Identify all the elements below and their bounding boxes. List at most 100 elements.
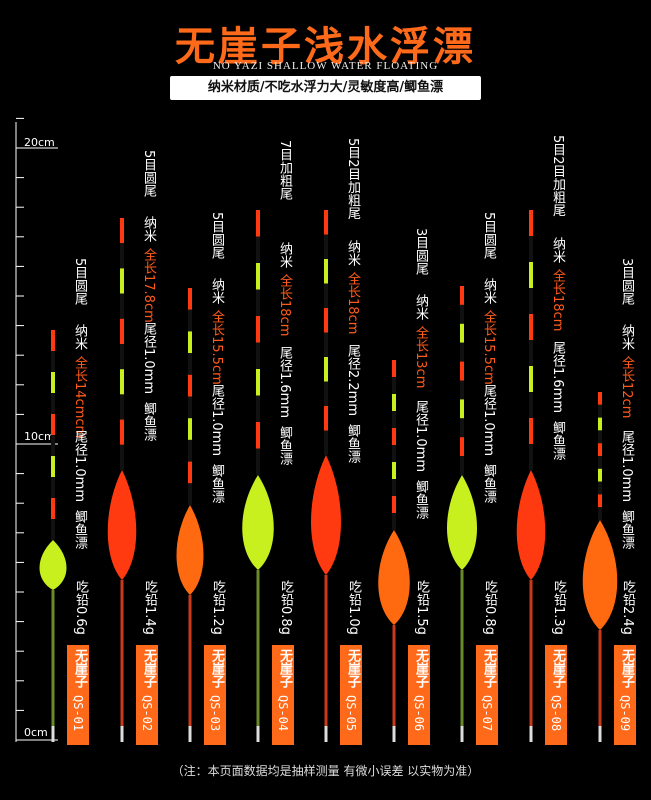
antenna-segment [324,234,328,259]
antenna-segment [460,361,464,381]
antenna-segment [598,468,602,482]
antenna-segment [188,418,192,440]
model-badge: 无崖子 QS-09 [614,645,636,745]
float-tip [188,726,192,742]
antenna-segment [188,396,192,419]
antenna-segment [188,483,192,505]
model-badge: 无崖子 QS-06 [408,645,430,745]
float-tip [392,726,396,742]
float-length: 全长18cm [345,272,360,335]
antenna-segment [120,369,124,395]
antenna-segment [256,316,260,343]
badge-model: QS-08 [549,695,563,732]
float-length: 全长17.8cm [141,248,156,323]
float-eyes: 7目加粗尾 [277,140,292,201]
float-lead: 吃铅1.5g [414,580,429,635]
float-material: 纳米 [209,278,224,304]
float-body [107,470,137,580]
model-badge: 无崖子 QS-04 [272,645,294,745]
float-2 [107,218,137,742]
antenna-segment [51,477,55,498]
footnote: （注：本页面数据均是抽样测量 有微小误差 以实物为准） [171,764,480,778]
antenna-segment [460,304,464,324]
float-tail: 尾径1.0mm [72,430,87,503]
float-tail: 尾径1.0mm [413,400,428,473]
badge-model: QS-03 [208,695,222,732]
float-material: 纳米 [413,294,428,320]
badge-model: QS-09 [618,695,632,732]
antenna-segment [460,323,464,343]
float-eyes: 5目圆尾 [141,150,156,198]
float-lead: 吃铅1.4g [142,580,157,635]
antenna-segment [529,392,533,418]
float-lead: 吃铅0.6g [73,580,88,635]
float-eyes: 3目圆尾 [619,258,634,306]
ruler: 20cm 10cm 0cm [0,0,60,800]
float-body [176,505,204,595]
antenna-segment [598,507,602,520]
float-5 [311,210,341,742]
page-title: 无崖子浅水浮漂 [175,24,476,70]
antenna-segment [392,479,396,496]
antenna-segment [51,435,55,456]
antenna-segment [120,318,124,344]
float-kind: 鲫鱼漂 [550,421,565,460]
antenna-segment [598,430,602,444]
badge-brand: 无崖子 [550,649,565,688]
antenna-segment [598,481,602,495]
badge-model: QS-07 [480,695,494,732]
float-body [378,530,410,625]
float-material: 纳米 [277,242,292,268]
antenna-segment [256,263,260,290]
antenna-segment [51,519,55,540]
antenna-segment [529,210,533,236]
antenna-segment [529,444,533,470]
antenna-segment [598,392,602,405]
badge-brand: 无崖子 [209,649,224,688]
float-lead: 吃铅1.2g [210,580,225,635]
antenna-segment [324,210,328,235]
model-badge: 无崖子 QS-03 [204,645,226,745]
antenna-segment [188,439,192,462]
float-body [242,475,274,570]
antenna-segment [51,351,55,372]
float-kind: 鲫鱼漂 [345,424,360,463]
antenna-segment [460,418,464,438]
badge-model: QS-05 [344,695,358,732]
antenna-segment [392,411,396,428]
float-tail: 尾径1.6mm [277,346,292,419]
float-stem [598,630,602,742]
float-column-1: 5目圆尾 纳米 全长14cmcm 尾径1.0mm 鲫鱼漂 吃铅0.6g 无崖子 QS-01 [67,0,137,800]
antenna-segment [392,394,396,411]
antenna-segment [256,236,260,263]
float-lead: 吃铅1.0g [346,580,361,635]
float-length: 全长18cm [277,274,292,337]
float-tip [598,726,602,742]
float-column-9: 3目圆尾 纳米 全长12cm 尾径1.0mm 鲫鱼漂 吃铅2.4g 无崖子 QS-09 [614,0,651,800]
float-7 [447,286,477,742]
antenna-segment [188,374,192,397]
float-length: 全长12cm [619,356,634,419]
float-column-6: 3目圆尾 纳米 全长13cm 尾径1.0mm 鲫鱼漂 吃铅1.5g 无崖子 QS-06 [408,0,478,800]
badge-model: QS-06 [412,695,426,732]
float-tip [256,726,260,742]
float-tail: 尾径1.0mm [209,384,224,457]
antenna-segment [460,456,464,475]
model-badge: 无崖子 QS-05 [340,645,362,745]
badge-brand: 无崖子 [277,649,292,688]
float-body [311,455,341,575]
float-tip [324,726,328,742]
float-length: 全长13cm [413,326,428,389]
badge-brand: 无崖子 [141,649,156,688]
model-badge: 无崖子 QS-01 [67,645,89,745]
model-badge: 无崖子 QS-08 [545,645,567,745]
float-kind: 鲫鱼漂 [619,510,634,549]
float-lead: 吃铅0.8g [482,580,497,635]
float-eyes: 5目圆尾 [72,258,87,306]
float-column-8: 5目2目加粗尾 纳米 全长18cm 尾径1.6mm 鲫鱼漂 吃铅1.3g 无崖子 QS-08 [545,0,615,800]
antenna-segment [188,461,192,484]
float-eyes: 5目圆尾 [481,212,496,260]
float-body [516,470,546,580]
antenna-segment [598,443,602,456]
